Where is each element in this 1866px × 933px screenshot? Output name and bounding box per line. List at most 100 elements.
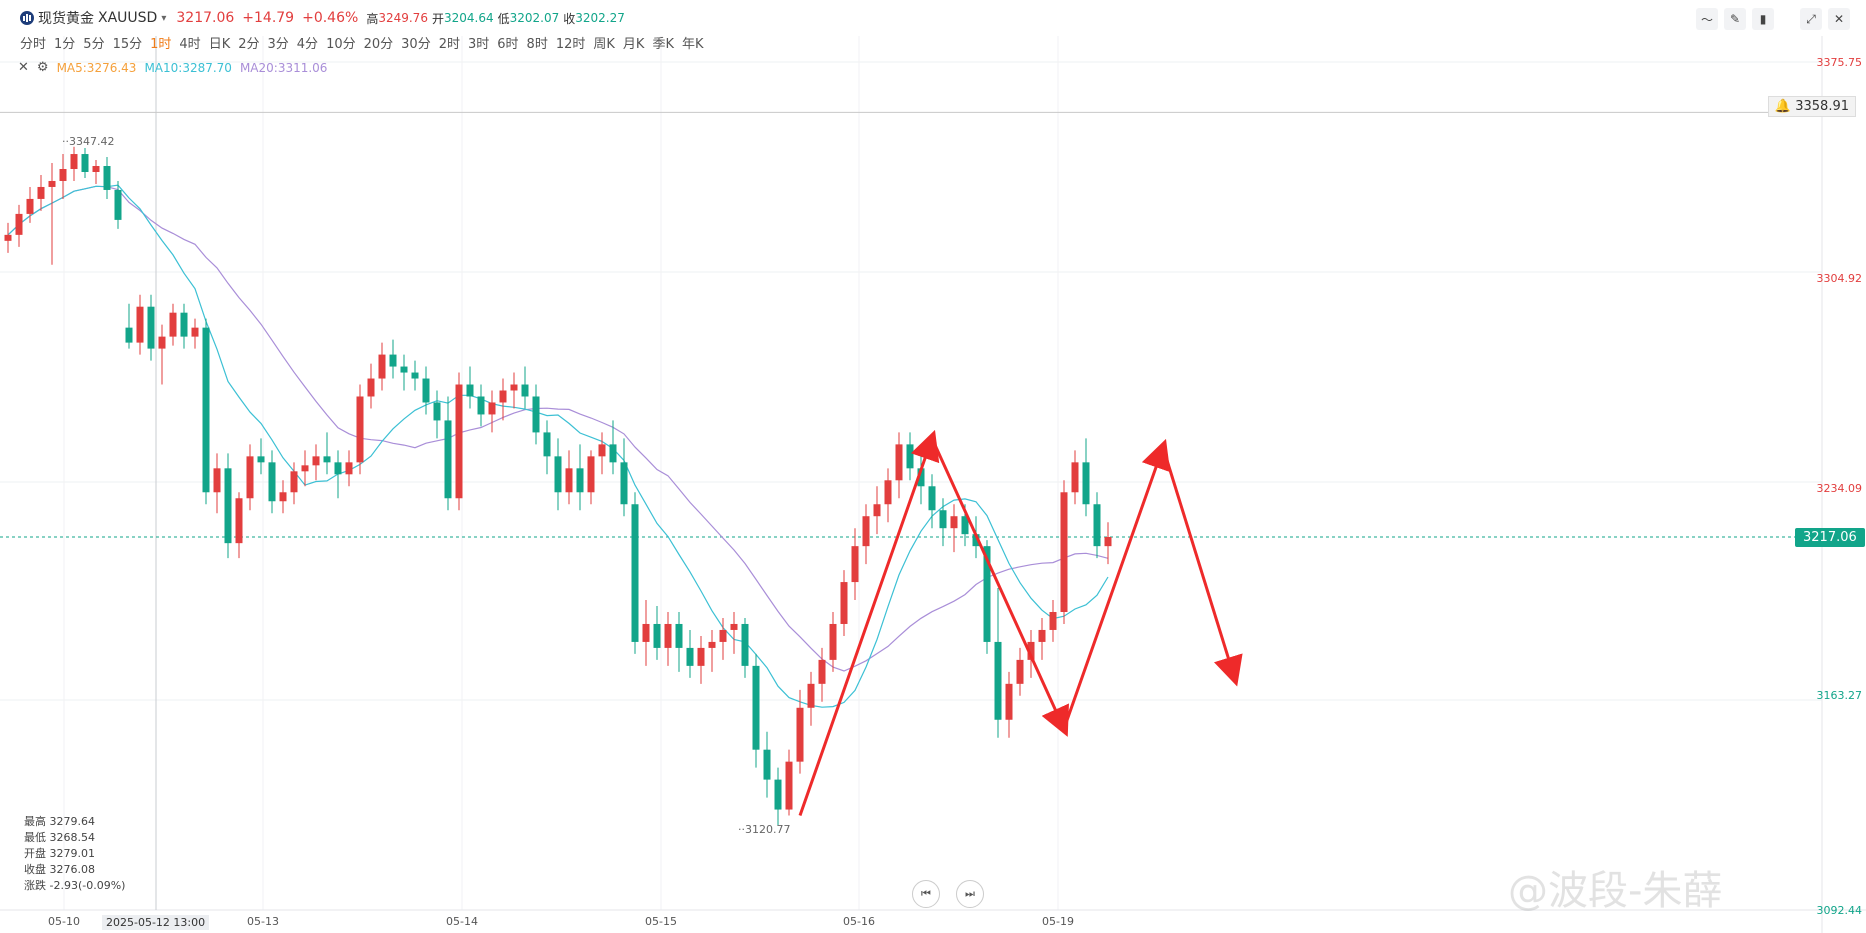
period-tab[interactable]: 4时: [179, 37, 201, 52]
candles: [4, 146, 1112, 826]
high-label: 高: [366, 11, 379, 26]
candle-body: [48, 180, 56, 187]
x-tick-label: 05-15: [645, 915, 677, 928]
candle-body: [521, 384, 529, 397]
candle-body: [191, 327, 199, 337]
candle-body: [1082, 462, 1090, 505]
candle-body: [730, 623, 738, 630]
grid-lines: [0, 36, 1866, 933]
chart-nav: ⏮ ⏭: [912, 880, 984, 908]
scroll-end-icon[interactable]: ⏭: [956, 880, 984, 908]
axis-l1: 3304.92: [1816, 272, 1863, 285]
candle-body: [136, 306, 144, 343]
period-tab[interactable]: 8时: [526, 37, 548, 52]
spacer: [1780, 8, 1794, 30]
candle-body: [510, 384, 518, 391]
period-tab[interactable]: 1时: [150, 37, 172, 52]
period-tab[interactable]: 日K: [208, 37, 231, 52]
alert-price: 3358.91: [1795, 99, 1849, 114]
candle-body: [70, 154, 78, 170]
period-tab[interactable]: 30分: [401, 37, 431, 52]
period-tab[interactable]: 3分: [267, 37, 289, 52]
symbol-logo-icon: [20, 11, 34, 25]
period-tab[interactable]: 分时: [20, 37, 47, 52]
candle-body: [686, 647, 694, 666]
trend-arrow: [930, 437, 1069, 737]
period-tab[interactable]: 季K: [652, 37, 674, 52]
period-tab[interactable]: 10分: [326, 37, 356, 52]
ohlc-low: 最低 3268.54: [24, 831, 95, 844]
candle-body: [708, 641, 716, 648]
candle-body: [356, 396, 364, 463]
symbol-header: 现货黄金 XAUUSD ▾ 3217.06 +14.79 +0.46% 高 32…: [0, 0, 1866, 36]
period-tab[interactable]: 1分: [54, 37, 76, 52]
close-icon[interactable]: ✕: [1828, 8, 1850, 30]
indicator-legend: ✕ ⚙ MA5:3276.43 MA10:3287.70 MA20:3311.0…: [18, 60, 327, 75]
period-tab[interactable]: 5分: [83, 37, 105, 52]
gear-icon[interactable]: ⚙: [36, 60, 49, 75]
candle-body: [785, 761, 793, 810]
period-tab[interactable]: 2分: [238, 37, 260, 52]
period-tab[interactable]: 月K: [622, 37, 645, 52]
high-annotation: ··3347.42: [62, 135, 115, 148]
candle-body: [543, 432, 551, 457]
candle-body: [301, 465, 309, 472]
ma20-line: [7, 185, 1109, 672]
axis-l2: 3234.09: [1816, 482, 1863, 495]
fullscreen-icon[interactable]: ⤢: [1800, 8, 1822, 30]
candles-icon[interactable]: ▮: [1752, 8, 1774, 30]
candle-body: [488, 402, 496, 415]
symbol-dropdown-icon[interactable]: ▾: [161, 12, 167, 24]
candle-body: [884, 480, 892, 505]
period-tab[interactable]: 6时: [497, 37, 519, 52]
candle-body: [741, 623, 749, 666]
period-tab[interactable]: 15分: [112, 37, 143, 52]
open-value: 3204.64: [443, 11, 494, 25]
candle-body: [4, 234, 12, 241]
candle-body: [697, 647, 705, 666]
ohlc-high: 最高 3279.64: [24, 815, 95, 828]
candle-body: [983, 546, 991, 642]
low-annotation: ··3120.77: [738, 823, 791, 836]
period-tab[interactable]: 12时: [555, 37, 586, 52]
period-tab[interactable]: 2时: [438, 37, 460, 52]
current-price-tag: 3217.06: [1795, 528, 1865, 547]
candle-body: [840, 582, 848, 624]
candle-body: [554, 456, 562, 493]
candle-body: [862, 516, 870, 547]
scroll-start-icon[interactable]: ⏮: [912, 880, 940, 908]
line-style-icon[interactable]: 〜: [1696, 8, 1718, 30]
candle-body: [389, 354, 397, 367]
candle-body: [1005, 683, 1013, 720]
open-label: 开: [431, 11, 444, 26]
candle-body: [642, 623, 650, 642]
axis-bottom: 3092.44: [1816, 904, 1863, 917]
ma10-line: [7, 184, 1109, 708]
candle-body: [1071, 462, 1079, 493]
candle-body: [719, 629, 727, 642]
candle-body: [378, 354, 386, 379]
bell-icon[interactable]: 🔔: [1774, 99, 1792, 114]
candle-body: [818, 659, 826, 684]
draw-icon[interactable]: ✎: [1724, 8, 1746, 30]
candle-body: [1104, 536, 1112, 547]
alert-price-box[interactable]: 🔔 3358.91: [1767, 96, 1856, 117]
period-tab[interactable]: 3时: [467, 37, 490, 52]
period-tab[interactable]: 4分: [296, 37, 319, 52]
candle-body: [653, 623, 661, 648]
candle-body: [246, 456, 254, 499]
period-tab[interactable]: 年K: [681, 37, 704, 52]
period-tab[interactable]: 周K: [593, 37, 615, 52]
candle-body: [917, 468, 925, 487]
candle-body: [125, 327, 133, 343]
period-tab[interactable]: 20分: [363, 37, 394, 52]
candle-body: [1027, 641, 1035, 660]
close-indicator-icon[interactable]: ✕: [18, 60, 29, 75]
candle-body: [257, 456, 265, 463]
ma5-value: MA5:3276.43: [56, 60, 137, 75]
crosshair: [0, 36, 1795, 910]
x-tick-label: 05-14: [446, 915, 478, 928]
symbol-code[interactable]: XAUUSD: [98, 10, 158, 26]
candle-body: [499, 390, 507, 403]
